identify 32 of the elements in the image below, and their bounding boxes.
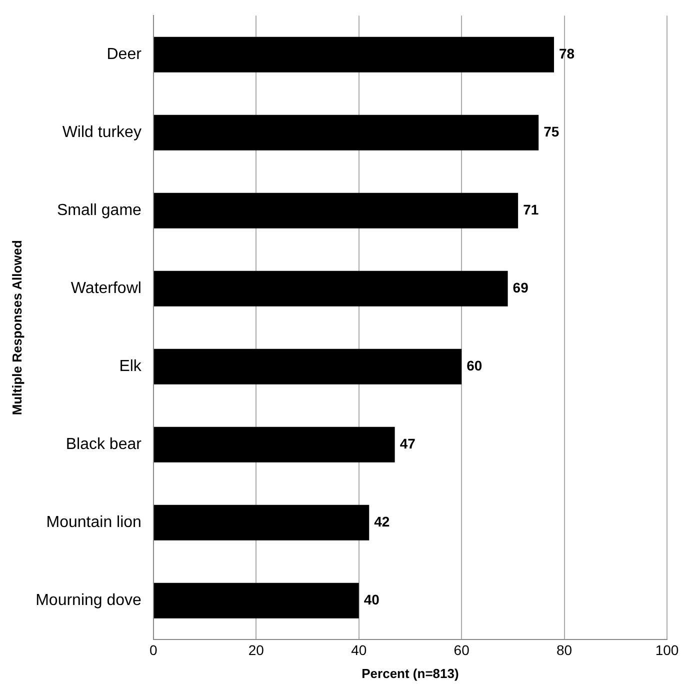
data-label: 75 (544, 123, 560, 140)
x-tick-label: 80 (556, 642, 572, 658)
y-tick-label: Mourning dove (36, 592, 142, 610)
bar (154, 504, 370, 540)
y-tick-label: Deer (106, 46, 142, 64)
y-tick-label: Waterfowl (70, 280, 142, 298)
bar (154, 426, 395, 462)
y-axis-title: Multiple Responses Allowed (9, 240, 24, 416)
bar (154, 192, 518, 228)
y-tick-label: Elk (119, 358, 142, 376)
data-label: 71 (523, 201, 539, 218)
bar (154, 270, 508, 306)
data-label: 78 (559, 45, 575, 62)
data-label: 42 (374, 513, 390, 530)
y-tick-label: Wild turkey (62, 124, 142, 142)
bar (154, 114, 539, 150)
y-tick-label: Small game (56, 202, 142, 220)
bar (154, 348, 462, 384)
y-tick-label: Mountain lion (46, 514, 142, 532)
x-tick-label: 0 (150, 642, 158, 658)
x-tick-label: 60 (454, 642, 470, 658)
data-label: 69 (512, 279, 529, 296)
data-label: 60 (466, 357, 482, 374)
x-axis-title: Percent (n=813) (362, 666, 459, 681)
data-label: 40 (364, 591, 380, 608)
bar (154, 582, 359, 618)
x-tick-label: 40 (351, 642, 367, 658)
x-tick-label: 20 (248, 642, 264, 658)
bar (154, 36, 554, 72)
x-tick-label: 100 (655, 642, 679, 658)
data-label: 47 (400, 435, 416, 452)
y-tick-label: Black bear (66, 436, 142, 454)
